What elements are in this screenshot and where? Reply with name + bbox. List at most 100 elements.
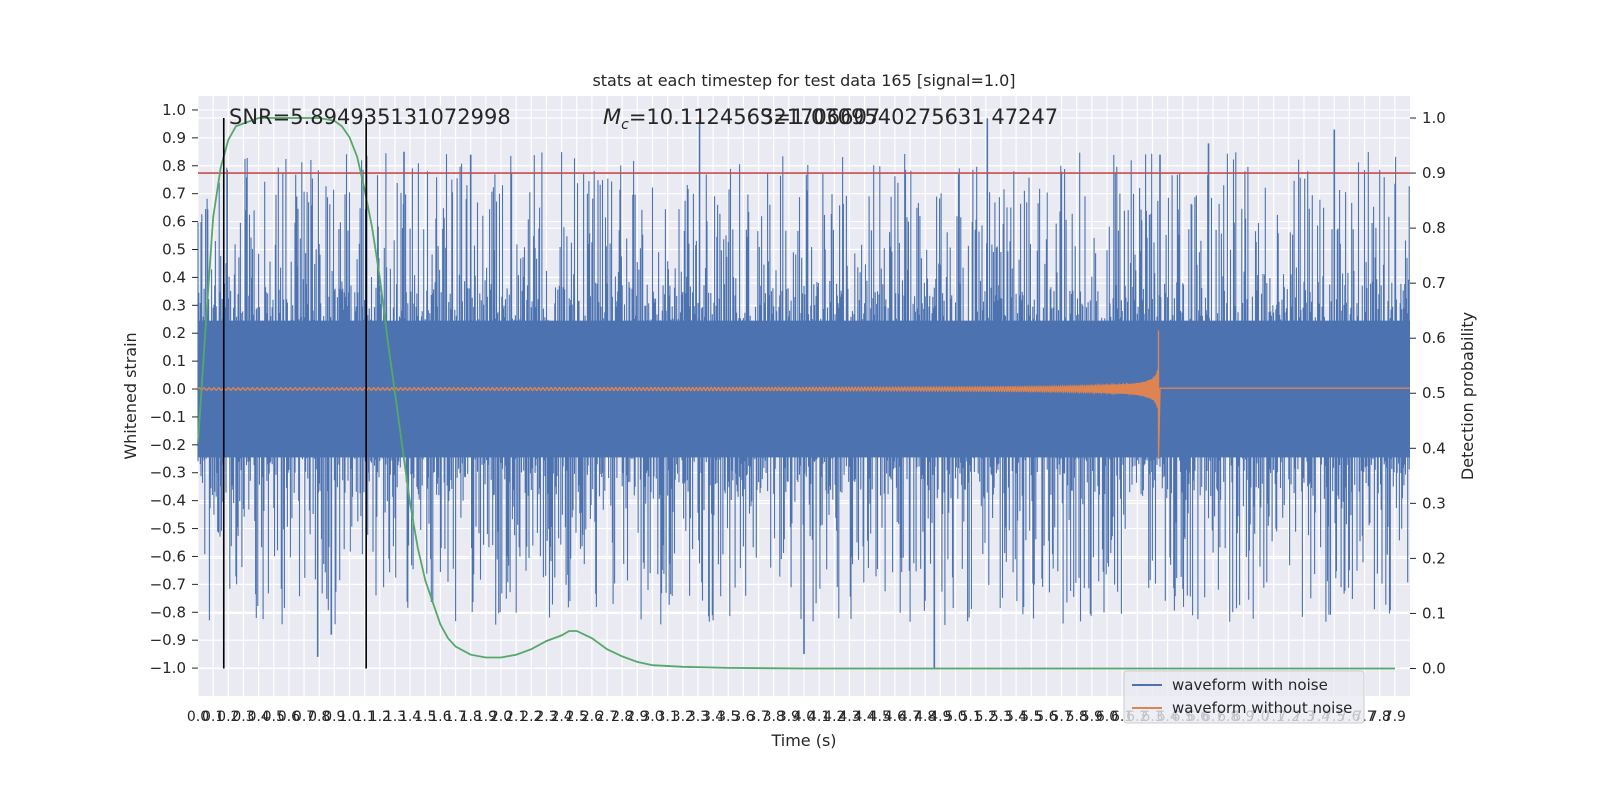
x-tick-label-78: 7.8 — [1369, 709, 1391, 725]
x-tick-label-23: 2.3 — [535, 709, 557, 725]
x-tick-label-38: 3.8 — [763, 709, 785, 725]
x-tick-label-34: 3.4 — [702, 709, 724, 725]
x-tick-label-41: 4.1 — [808, 709, 830, 725]
x-axis-ticks: 0.00.10.20.30.40.50.60.70.80.91.01.11.21… — [187, 709, 1406, 725]
chart-title: stats at each timestep for test data 165… — [592, 71, 1015, 90]
legend-entry-clean: waveform without noise — [1172, 699, 1352, 717]
x-tick-label-17: 1.7 — [444, 709, 466, 725]
x-tick-label-18: 1.8 — [460, 709, 482, 725]
y-tick-label-18: 0.8 — [162, 157, 186, 175]
x-tick-label-55: 5.5 — [1020, 709, 1042, 725]
x-tick-label-79: 7.9 — [1384, 709, 1406, 725]
right-y-tick-label-10: 1.0 — [1422, 109, 1446, 127]
x-tick-label-48: 4.8 — [914, 709, 936, 725]
x-tick-label-11: 1.1 — [354, 709, 376, 725]
legend: waveform with noise waveform without noi… — [1123, 670, 1365, 724]
right-y-tick-label-9: 0.9 — [1422, 164, 1446, 182]
y-tick-label-0: −1.0 — [150, 659, 186, 677]
x-tick-label-8: 0.8 — [308, 709, 330, 725]
noise-trace — [197, 152, 1410, 625]
mc-value: =10.112456321706607 — [629, 105, 880, 129]
x-tick-label-3: 0.3 — [232, 709, 254, 725]
x-tick-label-49: 4.9 — [929, 709, 951, 725]
right-y-tick-label-0: 0.0 — [1422, 659, 1446, 677]
y-tick-label-10: 0.0 — [162, 380, 186, 398]
y-tick-label-5: −0.5 — [150, 520, 186, 538]
y-axis-label: Whitened strain — [121, 332, 140, 459]
x-tick-label-7: 0.7 — [293, 709, 315, 725]
right-y-tick-label-7: 0.7 — [1422, 274, 1446, 292]
x-tick-label-14: 1.4 — [399, 709, 421, 725]
x-tick-label-9: 0.9 — [323, 709, 345, 725]
right-y-tick-label-3: 0.3 — [1422, 494, 1446, 512]
right-y-tick-label-8: 0.8 — [1422, 219, 1446, 237]
y-tick-label-7: −0.3 — [150, 464, 186, 482]
x-tick-label-1: 0.1 — [202, 709, 224, 725]
x-tick-label-27: 2.7 — [596, 709, 618, 725]
x-tick-label-30: 3.0 — [641, 709, 663, 725]
x-tick-label-31: 3.1 — [657, 709, 679, 725]
x-tick-label-10: 1.0 — [338, 709, 360, 725]
x-tick-label-54: 5.4 — [1005, 709, 1027, 725]
x-tick-label-25: 2.5 — [566, 709, 588, 725]
y-tick-label-8: −0.2 — [150, 436, 186, 454]
y-tick-label-11: 0.1 — [162, 352, 186, 370]
right-y-tick-label-1: 0.1 — [1422, 604, 1446, 622]
right-y-tick-label-4: 0.4 — [1422, 439, 1446, 457]
snr-annotation: SNR=5.894935131072998 — [229, 105, 511, 129]
x-tick-label-37: 3.7 — [747, 709, 769, 725]
x-tick-label-44: 4.4 — [853, 709, 875, 725]
mc-subscript: c — [621, 117, 629, 133]
x-axis-label: Time (s) — [770, 731, 836, 750]
right-y-axis-label: Detection probability — [1458, 312, 1477, 480]
x-tick-label-20: 2.0 — [490, 709, 512, 725]
x-tick-label-6: 0.6 — [278, 709, 300, 725]
y-tick-label-3: −0.7 — [150, 575, 186, 593]
y-tick-label-2: −0.8 — [150, 603, 186, 621]
right-y-tick-label-5: 0.5 — [1422, 384, 1446, 402]
y-tick-label-17: 0.7 — [162, 185, 186, 203]
x-tick-label-50: 5.0 — [944, 709, 966, 725]
y-tick-label-14: 0.4 — [162, 268, 186, 286]
x-tick-label-5: 0.5 — [263, 709, 285, 725]
x-tick-label-58: 5.8 — [1066, 709, 1088, 725]
x-tick-label-19: 1.9 — [475, 709, 497, 725]
y-tick-label-19: 0.9 — [162, 129, 186, 147]
right-y-tick-label-2: 0.2 — [1422, 549, 1446, 567]
x-tick-label-16: 1.6 — [429, 709, 451, 725]
right-y-axis-ticks: 0.0 0.1 0.2 0.3 0.4 0.5 0.6 0.7 0.8 0.9 1.0 — [1410, 109, 1446, 677]
x-tick-label-32: 3.2 — [672, 709, 694, 725]
legend-entry-noise: waveform with noise — [1172, 676, 1328, 694]
x-tick-label-42: 4.2 — [823, 709, 845, 725]
legend-box — [1123, 670, 1365, 724]
x-tick-label-43: 4.3 — [838, 709, 860, 725]
x-tick-label-45: 4.5 — [869, 709, 891, 725]
y-tick-label-9: −0.1 — [150, 408, 186, 426]
noise-peaks — [295, 118, 1336, 669]
x-tick-label-57: 5.7 — [1050, 709, 1072, 725]
x-tick-label-0: 0.0 — [187, 709, 209, 725]
x-tick-label-13: 1.3 — [384, 709, 406, 725]
x-tick-label-36: 3.6 — [732, 709, 754, 725]
y-tick-label-6: −0.4 — [150, 492, 186, 510]
x-tick-label-2: 0.2 — [217, 709, 239, 725]
chirp-mass-annotation: Mc=10.112456321706607 — [603, 105, 880, 133]
x-tick-label-60: 6.0 — [1096, 709, 1118, 725]
x-tick-label-4: 0.4 — [247, 709, 269, 725]
y-axis-ticks: −1.0 −0.9 −0.8 −0.7 −0.6 −0.5 −0.4 −0.3 −0.2 −0.1… — [150, 101, 198, 677]
x-tick-label-40: 4.0 — [793, 709, 815, 725]
x-tick-label-47: 4.7 — [899, 709, 921, 725]
series-waveform-without-noise — [197, 330, 1410, 459]
x-tick-label-29: 2.9 — [626, 709, 648, 725]
y-tick-label-12: 0.2 — [162, 324, 186, 342]
x-tick-label-26: 2.6 — [581, 709, 603, 725]
x-tick-label-53: 5.3 — [990, 709, 1012, 725]
y-tick-label-1: −0.9 — [150, 631, 186, 649]
y-tick-label-20: 1.0 — [162, 101, 186, 119]
x-tick-label-22: 2.2 — [520, 709, 542, 725]
event-lines — [222, 118, 367, 669]
y-tick-label-4: −0.6 — [150, 547, 186, 565]
clean-trace — [197, 330, 1410, 459]
x-tick-label-56: 5.6 — [1035, 709, 1057, 725]
